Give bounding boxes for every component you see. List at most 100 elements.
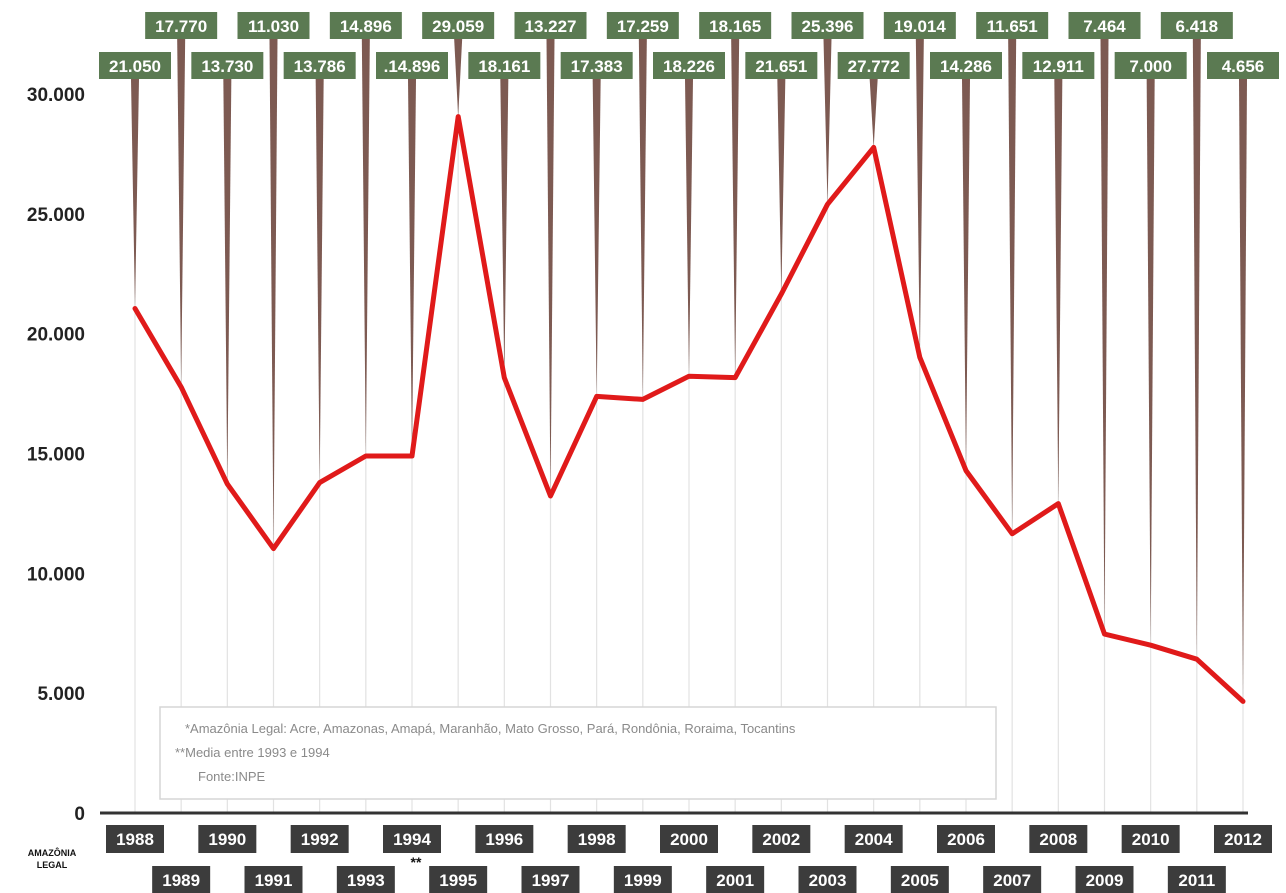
year-box-2006 — [937, 825, 995, 853]
year-box-2005 — [890, 866, 949, 893]
year-box-2010 — [1121, 825, 1180, 853]
value-pointer-2004 — [869, 79, 878, 148]
value-pointer-1994 — [408, 79, 416, 456]
value-label-box-2002 — [745, 52, 818, 79]
year-label-2010: 2010 — [1132, 830, 1170, 849]
value-label-box-1991 — [237, 12, 310, 39]
value-label-1996: 18.161 — [478, 57, 530, 76]
year-label-2008: 2008 — [1039, 830, 1077, 849]
corner-label-line2: LEGAL — [37, 860, 68, 870]
year-box-1997 — [521, 866, 580, 893]
year-label-2005: 2005 — [901, 871, 939, 890]
year-label-2006: 2006 — [947, 830, 985, 849]
value-pointer-2003 — [823, 39, 832, 205]
year-box-2011 — [1167, 866, 1226, 893]
value-pointer-2001 — [731, 39, 740, 378]
year-box-1995 — [429, 866, 488, 893]
value-label-box-1995 — [422, 12, 495, 39]
year-label-1993: 1993 — [347, 871, 385, 890]
value-pointer-1992 — [315, 79, 324, 483]
value-label-1998: 17.383 — [571, 57, 623, 76]
year-label-1998: 1998 — [578, 830, 616, 849]
y-tick-label: 15.000 — [27, 445, 85, 466]
year-label-2002: 2002 — [762, 830, 800, 849]
value-label-box-1989 — [145, 12, 218, 39]
year-box-1989 — [152, 866, 211, 893]
value-label-box-2007 — [976, 12, 1049, 39]
value-pointer-2002 — [777, 79, 786, 295]
year-box-2001 — [706, 866, 765, 893]
year-box-1996 — [475, 825, 534, 853]
value-pointer-1988 — [131, 79, 139, 309]
value-label-box-2005 — [883, 12, 956, 39]
value-pointer-1997 — [546, 39, 555, 496]
value-label-box-1990 — [191, 52, 264, 79]
value-label-2002: 21.651 — [755, 57, 807, 76]
year-labels: 1988 1989 1990 1991 1992 1993 1994 1995 1996 1997… — [106, 825, 1272, 893]
year-box-2003 — [798, 866, 857, 893]
value-pointer-2005 — [915, 39, 924, 358]
value-pointer-1990 — [223, 79, 232, 484]
value-pointer-2000 — [685, 79, 693, 377]
corner-label-line1: AMAZÔNIA — [28, 847, 77, 858]
year-1994-marker: ** — [411, 854, 422, 870]
value-pointer-2012 — [1239, 79, 1247, 702]
year-label-1996: 1996 — [485, 830, 523, 849]
year-label-1999: 1999 — [624, 871, 662, 890]
year-label-2011: 2011 — [1178, 871, 1215, 890]
year-box-2002 — [752, 825, 811, 853]
value-label-box-1997 — [514, 12, 587, 39]
corner-label: AMAZÔNIA LEGAL — [28, 847, 77, 870]
year-box-2004 — [844, 825, 903, 853]
value-label-box-2003 — [791, 12, 864, 39]
value-label-1999: 17.259 — [617, 17, 669, 36]
note-average: **Media entre 1993 e 1994 — [175, 745, 330, 760]
value-label-box-2000 — [653, 52, 725, 79]
value-pointer-2008 — [1054, 79, 1063, 504]
year-label-2001: 2001 — [716, 871, 754, 890]
year-label-2007: 2007 — [993, 871, 1031, 890]
year-label-1989: 1989 — [162, 871, 200, 890]
value-label-1993: 14.896 — [340, 17, 392, 36]
value-pointer-2009 — [1100, 39, 1109, 635]
value-pointer-1989 — [177, 39, 186, 388]
value-pointer-1996 — [500, 79, 509, 378]
value-label-1991: 11.030 — [248, 17, 299, 36]
year-box-2008 — [1029, 825, 1088, 853]
value-label-1992: 13.786 — [294, 57, 346, 76]
value-pointer-1993 — [361, 39, 370, 456]
year-label-2004: 2004 — [855, 830, 893, 849]
value-pointer-2007 — [1008, 39, 1017, 534]
y-tick-label: 10.000 — [27, 564, 85, 585]
year-box-2007 — [983, 866, 1042, 893]
value-label-box-2001 — [699, 12, 772, 39]
value-label-1988: 21.050 — [109, 57, 161, 76]
value-labels: 21.050 17.770 13.730 11.030 13.786 14.896 .14.… — [99, 12, 1279, 79]
value-label-2006: 14.286 — [940, 57, 992, 76]
value-label-box-2004 — [837, 52, 910, 79]
deforestation-line — [132, 114, 1246, 704]
year-box-1998 — [567, 825, 626, 853]
year-label-2009: 2009 — [1086, 871, 1124, 890]
value-label-1989: 17.770 — [155, 17, 207, 36]
y-tick-label: 25.000 — [27, 205, 85, 226]
value-label-2007: 11.651 — [987, 17, 1038, 36]
year-box-1988 — [106, 825, 164, 853]
value-pointer-1998 — [592, 79, 601, 397]
value-label-2005: 19.014 — [894, 17, 947, 36]
year-box-1990 — [198, 825, 257, 853]
y-tick-label: 0 — [74, 804, 85, 825]
year-box-1994 — [383, 825, 441, 853]
year-label-2000: 2000 — [670, 830, 708, 849]
year-label-1991: 1991 — [255, 871, 293, 890]
year-label-1988: 1988 — [116, 830, 154, 849]
year-box-1993 — [336, 866, 395, 893]
value-label-box-1993 — [329, 12, 402, 39]
value-label-box-1996 — [468, 52, 541, 79]
year-box-1999 — [613, 866, 672, 893]
value-label-2004: 27.772 — [848, 57, 900, 76]
year-label-1995: 1995 — [439, 871, 477, 890]
value-pointer-1995 — [454, 39, 463, 117]
value-label-box-1992 — [283, 52, 356, 79]
value-label-1995: 29.059 — [432, 17, 484, 36]
